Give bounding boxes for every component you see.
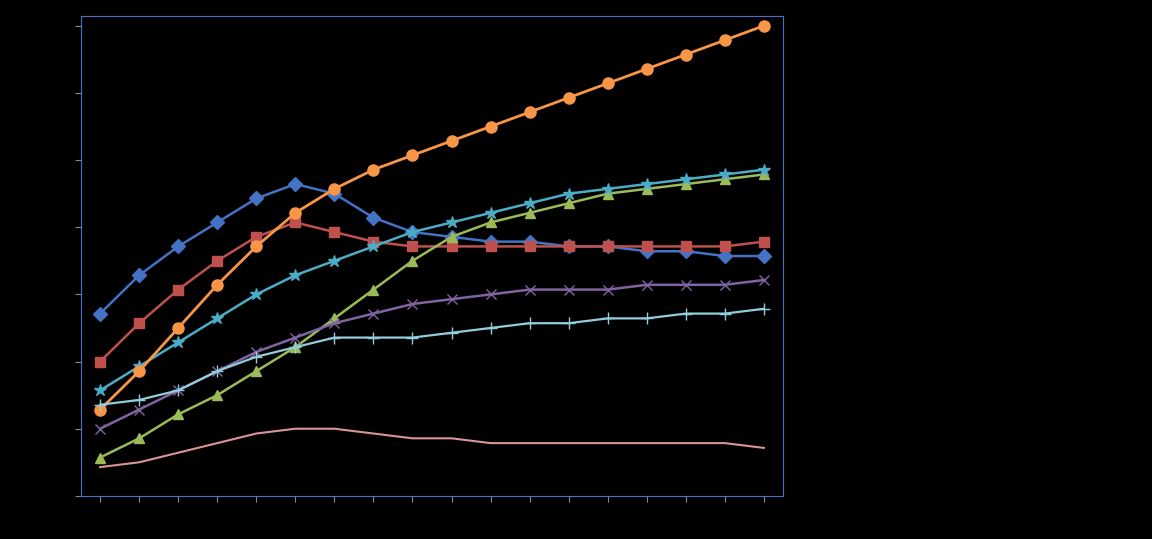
Legend:  <box>812 255 813 257</box>
